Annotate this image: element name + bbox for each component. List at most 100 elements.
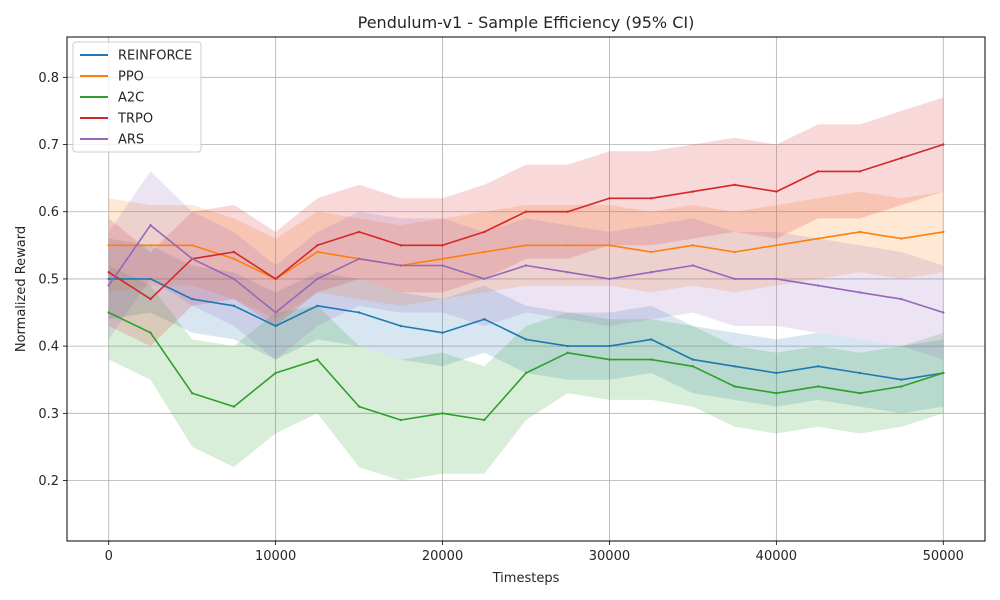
point-a2c [483, 418, 486, 422]
point-a2c [399, 418, 402, 422]
point-ars [399, 264, 402, 267]
point-reinforce [191, 297, 194, 301]
point-ars [816, 284, 820, 287]
point-reinforce [524, 338, 528, 341]
point-reinforce [149, 277, 152, 281]
point-a2c [816, 385, 820, 388]
point-trpo [691, 190, 695, 193]
point-trpo [608, 197, 611, 200]
point-ppo [524, 244, 528, 247]
point-reinforce [316, 304, 319, 307]
point-trpo [524, 210, 528, 213]
legend-label-trpo: TRPO [117, 112, 153, 127]
x-tick-label: 0 [105, 549, 113, 564]
point-ppo [232, 257, 236, 260]
point-ars [691, 264, 695, 267]
point-reinforce [232, 304, 236, 307]
point-ars [775, 277, 778, 281]
point-ars [483, 277, 486, 281]
point-trpo [149, 297, 152, 301]
point-ppo [191, 244, 194, 247]
point-trpo [566, 210, 569, 213]
y-tick-label: 0.7 [38, 138, 59, 153]
point-trpo [900, 156, 903, 160]
x-tick-label: 30000 [589, 549, 630, 564]
point-a2c [316, 358, 319, 361]
point-trpo [274, 277, 277, 281]
point-ppo [608, 244, 611, 247]
point-trpo [942, 143, 945, 146]
point-a2c [566, 351, 569, 354]
point-ars [524, 264, 528, 267]
point-ppo [942, 230, 945, 234]
point-trpo [816, 170, 820, 173]
point-reinforce [566, 344, 569, 348]
point-ppo [900, 237, 903, 240]
point-a2c [232, 405, 236, 408]
point-a2c [691, 365, 695, 368]
point-ppo [858, 230, 861, 234]
point-ars [566, 271, 569, 274]
ci-band-ppo [108, 191, 944, 320]
point-reinforce [858, 371, 861, 375]
point-a2c [357, 405, 361, 408]
y-tick-label: 0.8 [38, 71, 59, 86]
y-axis-label: Normalized Reward [14, 226, 29, 352]
point-trpo [316, 244, 319, 247]
x-tick-label: 40000 [756, 549, 797, 564]
point-ars [107, 284, 110, 287]
x-tick-label: 20000 [422, 549, 463, 564]
point-reinforce [650, 338, 653, 341]
point-reinforce [441, 331, 444, 334]
point-ars [900, 297, 903, 301]
plot-frame [66, 36, 986, 542]
point-a2c [650, 358, 653, 361]
point-a2c [107, 311, 110, 314]
point-a2c [608, 358, 611, 361]
legend-label-reinforce: REINFORCE [118, 49, 192, 64]
point-reinforce [357, 311, 361, 314]
point-ppo [691, 244, 695, 247]
point-reinforce [107, 277, 110, 281]
x-ticks: 0 10000 20000 30000 40000 50000 [105, 541, 964, 564]
point-ppo [775, 244, 778, 247]
point-reinforce [608, 344, 611, 348]
point-trpo [399, 244, 402, 247]
y-tick-label: 0.4 [38, 340, 59, 355]
y-ticks: 0.2 0.3 0.4 0.5 0.6 0.7 0.8 [38, 71, 67, 489]
point-ars [650, 271, 653, 274]
point-a2c [733, 385, 736, 388]
y-tick-label: 0.6 [38, 205, 59, 220]
point-trpo [483, 230, 486, 234]
ci-band-trpo [108, 97, 944, 347]
point-reinforce [399, 324, 402, 328]
point-ars [441, 264, 444, 267]
point-ars [274, 311, 277, 314]
point-ars [942, 311, 945, 314]
y-tick-label: 0.3 [38, 407, 59, 422]
point-ppo [149, 244, 152, 247]
legend-label-a2c: A2C [118, 91, 144, 106]
point-a2c [775, 392, 778, 395]
point-trpo [858, 170, 861, 173]
point-reinforce [900, 378, 903, 381]
point-reinforce [816, 365, 820, 368]
point-ppo [441, 257, 444, 260]
chart-title: Pendulum-v1 - Sample Efficiency (95% CI) [358, 13, 695, 32]
ci-band-reinforce [108, 238, 944, 414]
x-axis-label: Timesteps [492, 571, 560, 586]
legend-label-ppo: PPO [118, 70, 144, 85]
point-ppo [316, 250, 319, 254]
point-a2c [191, 392, 194, 395]
point-trpo [733, 183, 736, 186]
point-trpo [232, 250, 236, 254]
y-tick-label: 0.5 [38, 272, 59, 287]
point-a2c [900, 385, 903, 388]
point-a2c [942, 371, 945, 375]
point-ars [149, 224, 152, 227]
point-a2c [858, 392, 861, 395]
point-ppo [650, 250, 653, 254]
point-trpo [107, 271, 110, 274]
point-reinforce [775, 371, 778, 375]
